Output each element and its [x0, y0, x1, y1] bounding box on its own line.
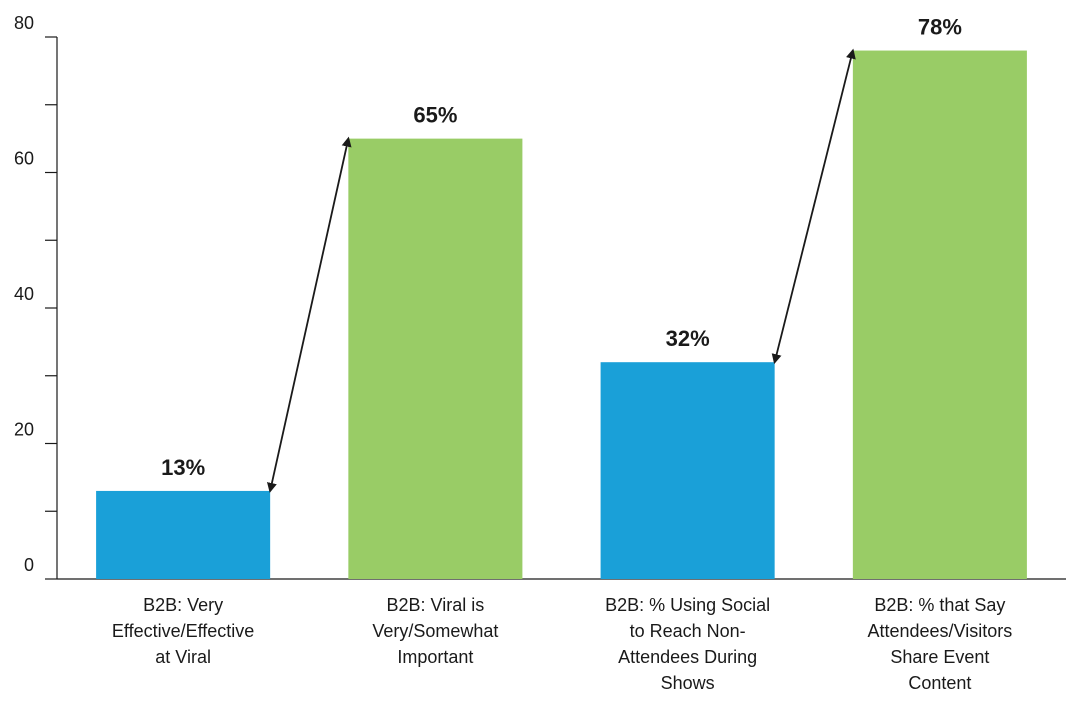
x-tick-label-line: Very/Somewhat: [372, 621, 498, 641]
comparison-arrow: [267, 136, 352, 493]
x-tick-label: B2B: Very Effective/Effective at Viral: [112, 595, 254, 667]
bars: [96, 50, 1027, 580]
y-tick-label: 20: [14, 420, 34, 440]
x-tick-label: B2B: % that Say Attendees/Visitors Share E…: [868, 595, 1013, 693]
bar: [348, 138, 523, 579]
data-label: 13%: [161, 455, 205, 480]
comparison-arrow: [771, 48, 856, 365]
data-label: 78%: [918, 15, 962, 40]
bar: [600, 362, 775, 579]
x-tick-label: B2B: Viral is Very/Somewhat Important: [372, 595, 498, 667]
y-tick-label: 40: [14, 284, 34, 304]
y-tick-label: 80: [14, 13, 34, 33]
x-tick-label-line: B2B: Viral is: [387, 595, 485, 615]
x-tick-label-line: B2B: Very: [143, 595, 223, 615]
x-tick-label-line: Share Event: [890, 647, 989, 667]
x-tick-label-line: at Viral: [155, 647, 211, 667]
x-tick-label: B2B: % Using Social to Reach Non- Attendee…: [605, 595, 770, 693]
x-tick-label-line: Important: [397, 647, 473, 667]
arrows: [267, 48, 856, 493]
labels: 13% B2B: Very Effective/Effective at Viral 6…: [112, 15, 1012, 693]
y-tick-label: 60: [14, 149, 34, 169]
x-tick-label-line: Attendees During: [618, 647, 757, 667]
bar: [852, 50, 1027, 580]
x-tick-label-line: B2B: % Using Social: [605, 595, 770, 615]
x-tick-label-line: Effective/Effective: [112, 621, 254, 641]
data-label: 65%: [413, 103, 457, 128]
x-tick-label-line: Attendees/Visitors: [868, 621, 1013, 641]
x-tick-label-line: to Reach Non-: [630, 621, 746, 641]
x-tick-label-line: Content: [908, 673, 971, 693]
data-label: 32%: [666, 326, 710, 351]
x-tick-label-line: B2B: % that Say: [874, 595, 1005, 615]
x-tick-label-line: Shows: [661, 673, 715, 693]
y-tick-label: 0: [24, 555, 34, 575]
bar: [96, 490, 271, 579]
